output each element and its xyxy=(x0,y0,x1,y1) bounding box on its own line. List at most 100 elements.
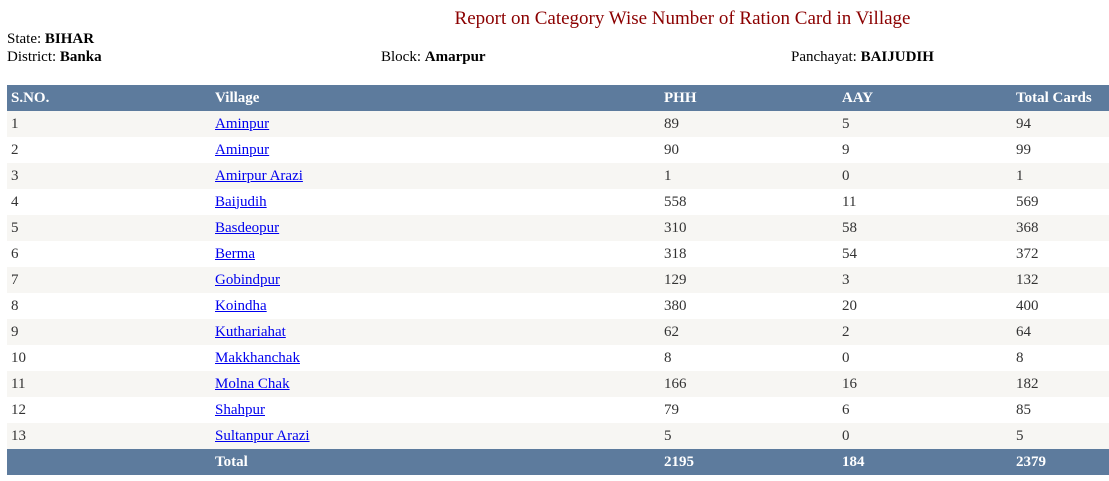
village-link[interactable]: Koindha xyxy=(215,297,267,314)
phh-cell: 62 xyxy=(660,319,838,345)
village-cell: Amirpur Arazi xyxy=(211,163,660,189)
village-link[interactable]: Makkhanchak xyxy=(215,349,300,366)
block-label: Block: xyxy=(381,49,421,65)
phh-cell: 380 xyxy=(660,293,838,319)
sno-cell: 13 xyxy=(7,423,211,449)
village-cell: Aminpur xyxy=(211,111,660,137)
total-cards-cell: 368 xyxy=(1012,215,1109,241)
total-row: Total 2195 184 2379 xyxy=(7,449,1109,475)
village-link[interactable]: Gobindpur xyxy=(215,271,280,288)
phh-cell: 8 xyxy=(660,345,838,371)
total-cards-cell: 8 xyxy=(1012,345,1109,371)
district-info: District: Banka xyxy=(7,49,102,66)
table-header-row: S.NO. Village PHH AAY Total Cards xyxy=(7,85,1109,111)
total-phh: 2195 xyxy=(660,449,838,475)
table-row: 5 Basdeopur 310 58 368 xyxy=(7,215,1109,241)
col-header-village: Village xyxy=(211,85,660,111)
phh-cell: 166 xyxy=(660,371,838,397)
table-row: 3 Amirpur Arazi 1 0 1 xyxy=(7,163,1109,189)
phh-cell: 89 xyxy=(660,111,838,137)
village-link[interactable]: Aminpur xyxy=(215,115,270,132)
sno-cell: 4 xyxy=(7,189,211,215)
village-link[interactable]: Amirpur Arazi xyxy=(215,167,303,184)
village-cell: Aminpur xyxy=(211,137,660,163)
aay-cell: 2 xyxy=(838,319,1012,345)
table-row: 10 Makkhanchak 8 0 8 xyxy=(7,345,1109,371)
phh-cell: 318 xyxy=(660,241,838,267)
total-cards-cell: 85 xyxy=(1012,397,1109,423)
total-cards-cell: 182 xyxy=(1012,371,1109,397)
block-value: Amarpur xyxy=(424,49,486,65)
aay-cell: 3 xyxy=(838,267,1012,293)
col-header-total-cards: Total Cards xyxy=(1012,85,1109,111)
total-cards-cell: 5 xyxy=(1012,423,1109,449)
sno-cell: 10 xyxy=(7,345,211,371)
village-cell: Berma xyxy=(211,241,660,267)
table-row: 11 Molna Chak 166 16 182 xyxy=(7,371,1109,397)
district-label: District: xyxy=(7,49,57,65)
sno-cell: 5 xyxy=(7,215,211,241)
village-link[interactable]: Baijudih xyxy=(215,193,267,210)
table-row: 13 Sultanpur Arazi 5 0 5 xyxy=(7,423,1109,449)
village-link[interactable]: Shahpur xyxy=(215,401,265,418)
total-cards-cell: 132 xyxy=(1012,267,1109,293)
sno-cell: 12 xyxy=(7,397,211,423)
table-row: 7 Gobindpur 129 3 132 xyxy=(7,267,1109,293)
village-cell: Baijudih xyxy=(211,189,660,215)
table-row: 9 Kuthariahat 62 2 64 xyxy=(7,319,1109,345)
village-cell: Gobindpur xyxy=(211,267,660,293)
total-cards: 2379 xyxy=(1012,449,1109,475)
village-cell: Koindha xyxy=(211,293,660,319)
table-row: 12 Shahpur 79 6 85 xyxy=(7,397,1109,423)
district-value: Banka xyxy=(59,49,102,65)
total-cards-cell: 94 xyxy=(1012,111,1109,137)
panchayat-info: Panchayat: BAIJUDIH xyxy=(791,49,934,66)
aay-cell: 16 xyxy=(838,371,1012,397)
village-cell: Makkhanchak xyxy=(211,345,660,371)
village-cell: Molna Chak xyxy=(211,371,660,397)
ration-card-table: S.NO. Village PHH AAY Total Cards 1 Aminp… xyxy=(7,85,1109,475)
phh-cell: 79 xyxy=(660,397,838,423)
aay-cell: 54 xyxy=(838,241,1012,267)
phh-cell: 558 xyxy=(660,189,838,215)
sno-cell: 11 xyxy=(7,371,211,397)
table-row: 4 Baijudih 558 11 569 xyxy=(7,189,1109,215)
sno-cell: 3 xyxy=(7,163,211,189)
aay-cell: 9 xyxy=(838,137,1012,163)
sno-cell: 7 xyxy=(7,267,211,293)
total-cards-cell: 1 xyxy=(1012,163,1109,189)
village-cell: Shahpur xyxy=(211,397,660,423)
phh-cell: 1 xyxy=(660,163,838,189)
aay-cell: 11 xyxy=(838,189,1012,215)
col-header-aay: AAY xyxy=(838,85,1012,111)
report-title: Report on Category Wise Number of Ration… xyxy=(454,8,911,29)
total-aay: 184 xyxy=(838,449,1012,475)
table-row: 8 Koindha 380 20 400 xyxy=(7,293,1109,319)
table-row: 1 Aminpur 89 5 94 xyxy=(7,111,1109,137)
state-value: BIHAR xyxy=(44,31,95,47)
total-cards-cell: 64 xyxy=(1012,319,1109,345)
village-link[interactable]: Berma xyxy=(215,245,255,262)
village-link[interactable]: Kuthariahat xyxy=(215,323,286,340)
village-link[interactable]: Basdeopur xyxy=(215,219,280,236)
sno-cell: 9 xyxy=(7,319,211,345)
panchayat-value: BAIJUDIH xyxy=(860,49,934,65)
total-sno-cell xyxy=(7,449,211,475)
aay-cell: 58 xyxy=(838,215,1012,241)
village-link[interactable]: Aminpur xyxy=(215,141,270,158)
village-cell: Sultanpur Arazi xyxy=(211,423,660,449)
panchayat-label: Panchayat: xyxy=(791,49,857,65)
village-link[interactable]: Molna Chak xyxy=(215,375,290,392)
total-cards-cell: 400 xyxy=(1012,293,1109,319)
phh-cell: 129 xyxy=(660,267,838,293)
table-row: 6 Berma 318 54 372 xyxy=(7,241,1109,267)
aay-cell: 0 xyxy=(838,345,1012,371)
state-info: State: BIHAR xyxy=(7,31,94,48)
phh-cell: 5 xyxy=(660,423,838,449)
sno-cell: 2 xyxy=(7,137,211,163)
block-info: Block: Amarpur xyxy=(381,49,486,66)
village-link[interactable]: Sultanpur Arazi xyxy=(215,427,310,444)
aay-cell: 6 xyxy=(838,397,1012,423)
state-label: State: xyxy=(7,31,42,47)
village-cell: Kuthariahat xyxy=(211,319,660,345)
